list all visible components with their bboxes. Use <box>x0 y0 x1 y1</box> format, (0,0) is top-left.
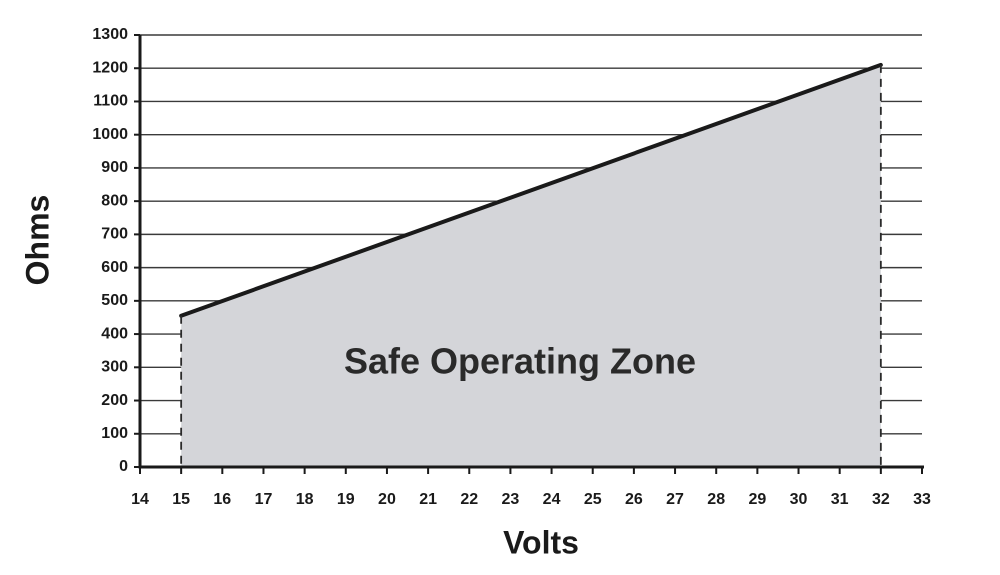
annotation-safe-operating-zone: Safe Operating Zone <box>344 341 696 382</box>
x-tick-label-22: 22 <box>460 491 478 508</box>
x-tick-label-25: 25 <box>584 491 602 508</box>
y-tick-label-1100: 1100 <box>93 93 128 110</box>
x-tick-label-29: 29 <box>748 491 766 508</box>
x-axis-label: Volts <box>503 524 579 560</box>
x-tick-label-27: 27 <box>666 491 684 508</box>
y-tick-label-1300: 1300 <box>92 26 128 43</box>
y-tick-label-600: 600 <box>101 259 128 276</box>
area-layer <box>179 62 883 468</box>
y-tick-label-900: 900 <box>101 159 128 176</box>
y-tick-label-0: 0 <box>119 458 128 475</box>
x-tick-label-23: 23 <box>502 491 520 508</box>
axes-layer <box>138 35 924 469</box>
x-tick-label-21: 21 <box>419 491 437 508</box>
x-tick-label-31: 31 <box>831 491 849 508</box>
tick-layer: 0 100 200 300 400 500 600 700 800 900 1000 1100 1200… <box>92 26 931 508</box>
x-tick-label-32: 32 <box>872 491 890 508</box>
y-axis-label: Ohms <box>19 195 55 286</box>
y-tick-label-400: 400 <box>101 325 128 342</box>
x-tick-label-17: 17 <box>255 491 273 508</box>
y-tick-label-500: 500 <box>101 292 128 309</box>
line-series-0 <box>179 62 883 318</box>
x-tick-label-33: 33 <box>913 491 931 508</box>
y-tick-label-300: 300 <box>101 359 128 376</box>
y-tick-label-200: 200 <box>101 392 128 409</box>
y-tick-label-1000: 1000 <box>92 126 128 143</box>
x-tick-label-16: 16 <box>213 491 231 508</box>
x-tick-label-15: 15 <box>172 491 190 508</box>
x-tick-label-28: 28 <box>707 491 725 508</box>
y-tick-label-100: 100 <box>101 425 128 442</box>
y-tick-label-700: 700 <box>101 226 128 243</box>
x-tick-label-20: 20 <box>378 491 396 508</box>
y-tick-label-1200: 1200 <box>92 59 128 76</box>
area-fill-series-0 <box>181 64 881 468</box>
x-tick-label-24: 24 <box>543 491 561 508</box>
x-tick-label-18: 18 <box>296 491 314 508</box>
y-tick-label-800: 800 <box>101 192 128 209</box>
x-tick-label-14: 14 <box>131 491 149 508</box>
x-tick-label-26: 26 <box>625 491 643 508</box>
x-tick-label-19: 19 <box>337 491 355 508</box>
x-tick-label-30: 30 <box>790 491 808 508</box>
